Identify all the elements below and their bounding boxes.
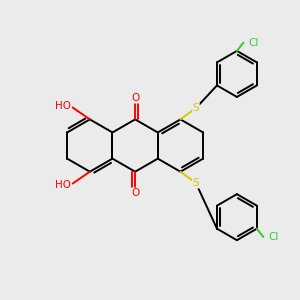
Text: HO: HO <box>55 101 71 111</box>
Text: Cl: Cl <box>249 38 259 48</box>
Text: O: O <box>131 188 139 198</box>
Text: HO: HO <box>55 180 71 190</box>
Text: Cl: Cl <box>269 232 279 242</box>
Text: S: S <box>193 103 199 113</box>
Text: O: O <box>131 93 139 103</box>
Text: S: S <box>193 178 199 188</box>
